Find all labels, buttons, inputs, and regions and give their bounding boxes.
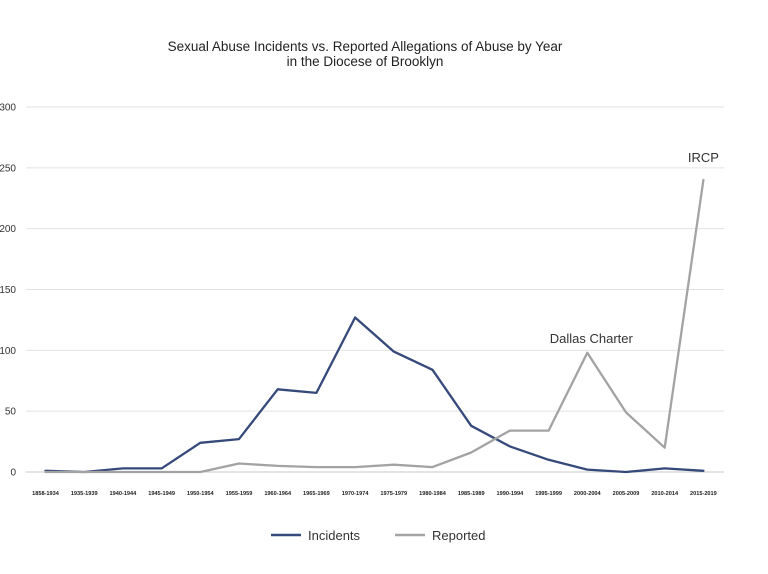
x-tick-label: 1990-1994	[497, 491, 525, 497]
y-tick-label: 300	[0, 103, 16, 114]
x-tick-label: 1965-1969	[303, 491, 330, 497]
legend-label-incidents: Incidents	[308, 528, 361, 543]
x-tick-label: 1975-1979	[380, 491, 407, 497]
series-line-incidents	[44, 316, 705, 474]
x-tick-label: 1950-1954	[187, 491, 215, 497]
x-tick-label: 1985-1989	[458, 491, 485, 497]
chart-subtitle: in the Diocese of Brooklyn	[286, 54, 444, 69]
x-tick-label: 1980-1984	[419, 491, 447, 497]
x-tick-label: 2000-2004	[574, 491, 602, 497]
y-tick-label: 0	[10, 468, 16, 479]
y-tick-label: 50	[5, 407, 17, 418]
x-tick-label: 1955-1959	[226, 491, 253, 497]
x-tick-label: 2015-2019	[690, 491, 717, 497]
x-tick-label: 1945-1949	[148, 491, 175, 497]
x-tick-label: 1995-1999	[535, 491, 562, 497]
x-tick-label: 1940-1944	[110, 491, 138, 497]
annotation-dallas-charter: Dallas Charter	[550, 331, 634, 346]
x-tick-label: 1935-1939	[71, 491, 98, 497]
annotation-ircp: IRCP	[688, 150, 719, 165]
legend-label-reported: Reported	[432, 528, 485, 543]
chart-title: Sexual Abuse Incidents vs. Reported Alle…	[167, 39, 563, 54]
y-tick-label: 100	[0, 346, 16, 357]
x-tick-label: 1858-1934	[32, 491, 60, 497]
x-tick-label: 2005-2009	[613, 491, 640, 497]
y-tick-label: 250	[0, 163, 16, 174]
y-tick-label: 150	[0, 285, 16, 296]
y-tick-label: 200	[0, 224, 16, 235]
x-tick-label: 1960-1964	[264, 491, 292, 497]
x-tick-label: 1970-1974	[342, 491, 370, 497]
series-line-reported	[44, 178, 705, 474]
x-tick-label: 2010-2014	[651, 491, 679, 497]
